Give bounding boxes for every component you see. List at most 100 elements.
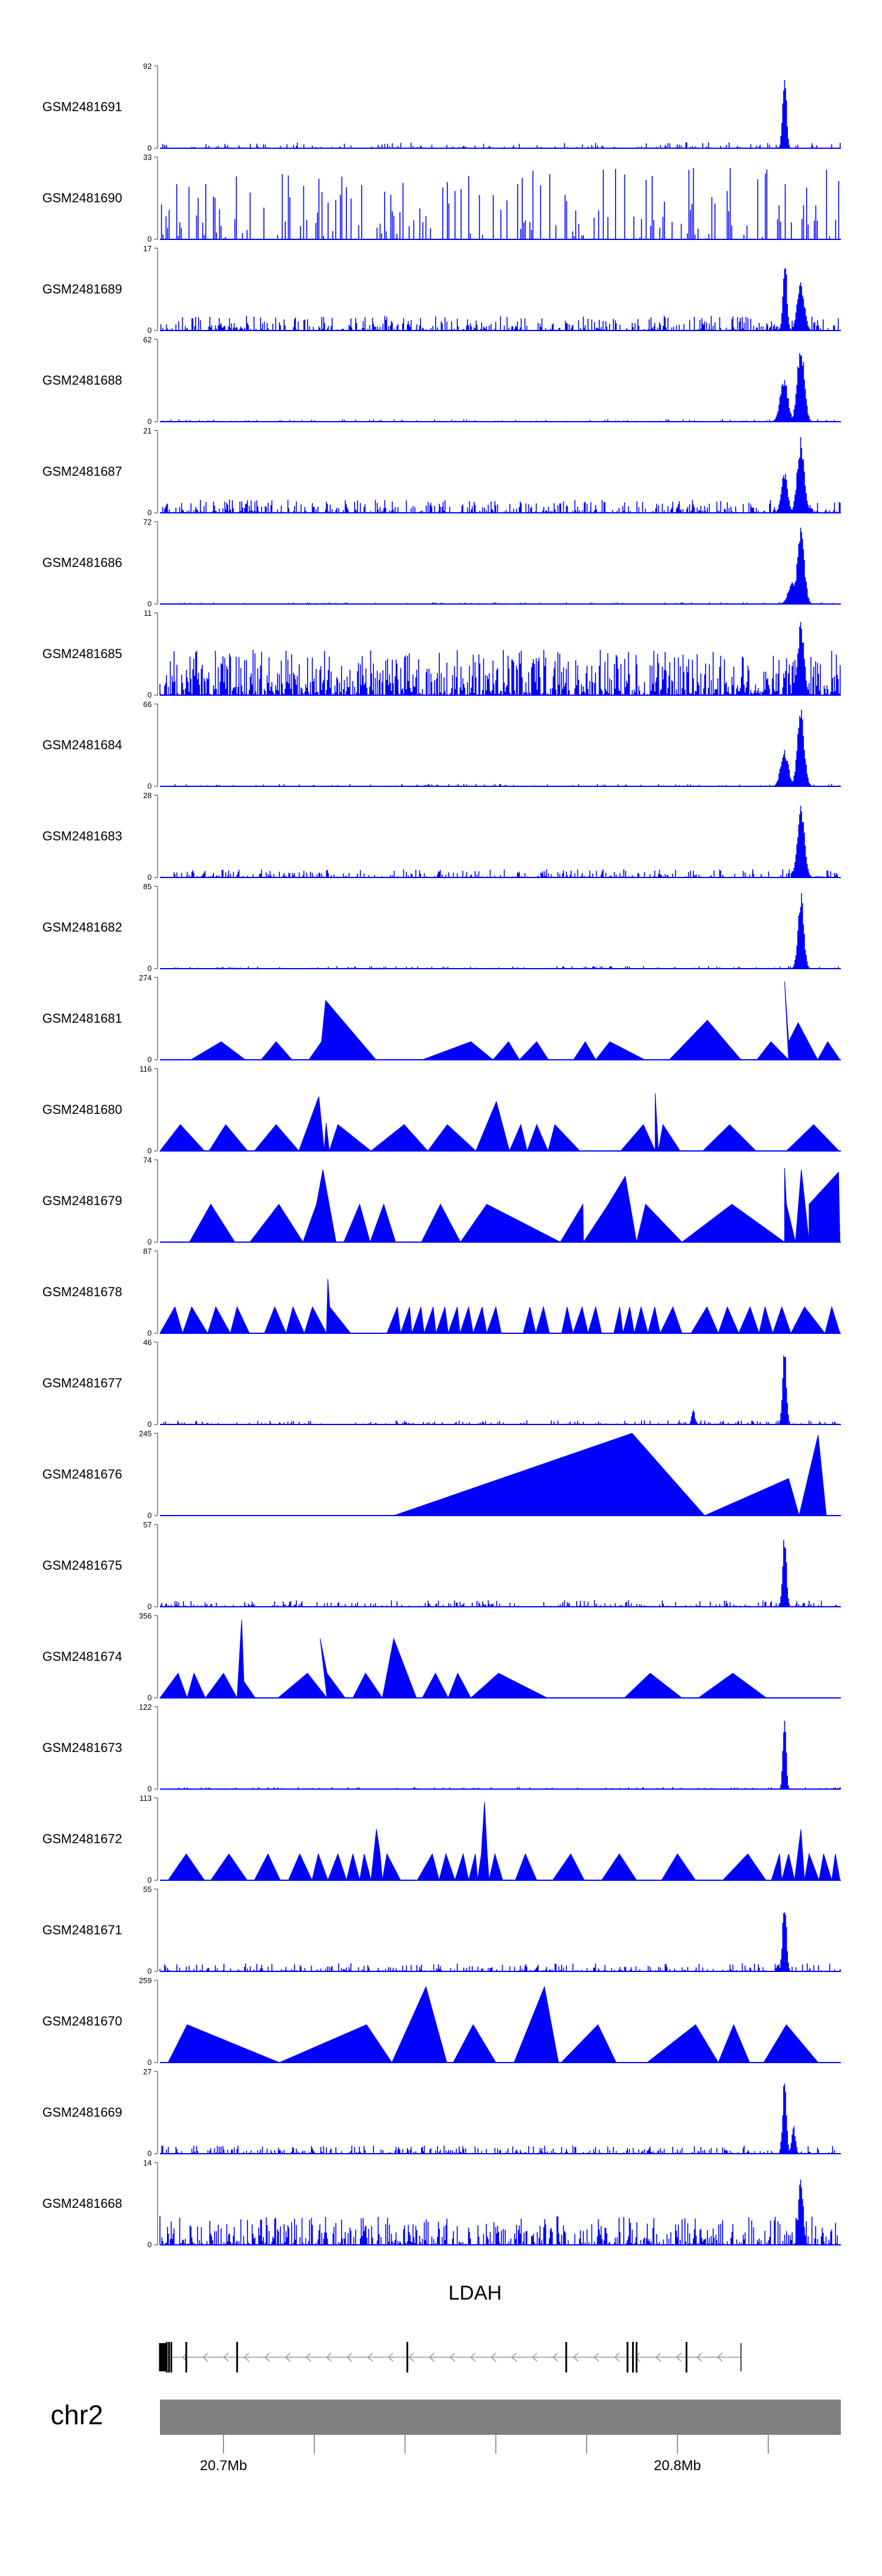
strand-arrow — [532, 2353, 537, 2362]
track-GSM2481687: GSM2481687 21 0 — [42, 426, 841, 517]
track-GSM2481671: GSM2481671 55 0 — [42, 1885, 841, 1976]
signal-area — [393, 1433, 827, 1517]
track-label: GSM2481679 — [42, 1193, 122, 1208]
strand-arrow — [696, 2353, 702, 2362]
y-max-label: 46 — [143, 1338, 152, 1347]
strand-arrow — [408, 2353, 414, 2362]
strand-arrow — [202, 2353, 208, 2362]
signal-area — [167, 1801, 841, 1881]
track-label: GSM2481673 — [42, 1740, 122, 1755]
y-min-label: 0 — [148, 1602, 152, 1611]
track-GSM2481677: GSM2481677 46 0 — [42, 1338, 841, 1429]
signal-bars — [178, 1720, 841, 1789]
track-GSM2481678: GSM2481678 87 0 — [42, 1247, 841, 1337]
track-GSM2481690: GSM2481690 33 0 — [42, 153, 841, 243]
signal-bars — [162, 80, 841, 148]
chromosome-bar — [160, 2400, 841, 2435]
track-label: GSM2481677 — [42, 1376, 122, 1390]
strand-arrow — [552, 2353, 558, 2362]
y-max-label: 356 — [139, 1611, 152, 1620]
signal-bars — [159, 622, 841, 695]
track-label: GSM2481682 — [42, 920, 122, 935]
y-max-label: 33 — [143, 153, 152, 162]
track-GSM2481681: GSM2481681 274 0 — [42, 973, 841, 1064]
gene-exon — [686, 2342, 688, 2373]
track-label: GSM2481670 — [42, 2014, 122, 2028]
strand-arrow — [346, 2353, 352, 2362]
coverage-tracks: GSM2481691920GSM2481690330GSM2481689170G… — [42, 62, 841, 2249]
strand-arrow — [614, 2353, 620, 2362]
track-label: GSM2481691 — [42, 99, 122, 114]
strand-arrow — [676, 2353, 681, 2362]
track-GSM2481668: GSM2481668 14 0 — [42, 2158, 841, 2249]
y-max-label: 17 — [143, 244, 152, 253]
y-min-label: 0 — [148, 326, 152, 335]
signal-bars — [159, 2180, 838, 2245]
track-GSM2481685: GSM2481685 11 0 — [42, 609, 841, 699]
strand-arrow — [449, 2353, 455, 2362]
gene-exon — [626, 2342, 629, 2373]
track-label: GSM2481689 — [42, 282, 122, 296]
track-label: GSM2481675 — [42, 1558, 122, 1573]
signal-area — [159, 1279, 841, 1334]
track-GSM2481688: GSM2481688 62 0 — [42, 335, 841, 426]
track-label: GSM2481678 — [42, 1284, 122, 1299]
gene-exon — [565, 2342, 567, 2373]
track-GSM2481670: GSM2481670 259 0 — [42, 1976, 841, 2067]
gene-exon — [406, 2342, 409, 2373]
strand-arrow — [593, 2353, 599, 2362]
y-min-label: 0 — [148, 1420, 152, 1429]
y-min-label: 0 — [148, 2240, 152, 2249]
y-min-label: 0 — [148, 235, 152, 243]
strand-arrow — [429, 2353, 435, 2362]
y-max-label: 85 — [143, 882, 152, 891]
y-min-label: 0 — [148, 782, 152, 790]
track-GSM2481689: GSM2481689 17 0 — [42, 244, 841, 335]
y-min-label: 0 — [148, 1784, 152, 1793]
track-label: GSM2481671 — [42, 1923, 122, 1937]
y-min-label: 0 — [148, 1237, 152, 1246]
y-max-label: 122 — [139, 1703, 152, 1711]
signal-bars — [161, 437, 841, 513]
gene-model-LDAH[interactable] — [159, 2342, 741, 2373]
y-max-label: 66 — [143, 700, 152, 709]
axis-label: 20.8Mb — [654, 2458, 701, 2474]
track-label: GSM2481686 — [42, 555, 122, 570]
track-label: GSM2481668 — [42, 2196, 122, 2211]
track-label: GSM2481681 — [42, 1011, 122, 1026]
gene-exon — [632, 2342, 634, 2373]
gene-exon — [236, 2342, 238, 2373]
track-label: GSM2481685 — [42, 646, 122, 661]
y-min-label: 0 — [148, 2058, 152, 2067]
strand-arrow — [655, 2353, 661, 2362]
signal-area — [189, 1167, 841, 1243]
signal-bars — [162, 353, 837, 422]
track-GSM2481682: GSM2481682 85 0 — [42, 882, 841, 973]
y-max-label: 57 — [143, 1520, 152, 1529]
y-min-label: 0 — [148, 1693, 152, 1702]
strand-arrow — [223, 2353, 229, 2362]
track-label: GSM2481669 — [42, 2105, 122, 2120]
strand-arrow — [264, 2353, 270, 2362]
signal-bars — [174, 893, 839, 969]
y-max-label: 72 — [143, 518, 152, 526]
signal-bars — [161, 806, 838, 877]
y-max-label: 21 — [143, 426, 152, 435]
strand-arrow — [470, 2353, 476, 2362]
y-min-label: 0 — [148, 1876, 152, 1884]
signal-bars — [159, 1912, 841, 1971]
strand-arrow — [634, 2353, 640, 2362]
y-max-label: 74 — [143, 1156, 152, 1164]
gene-exon — [166, 2342, 168, 2373]
strand-arrow — [243, 2353, 249, 2362]
y-max-label: 55 — [143, 1885, 152, 1894]
track-GSM2481691: GSM2481691 92 0 — [42, 62, 841, 152]
y-max-label: 14 — [143, 2158, 152, 2167]
y-min-label: 0 — [148, 599, 152, 608]
y-max-label: 92 — [143, 62, 152, 71]
axis-label: 20.7Mb — [200, 2458, 247, 2474]
y-min-label: 0 — [148, 1967, 152, 1976]
signal-area — [189, 981, 841, 1061]
